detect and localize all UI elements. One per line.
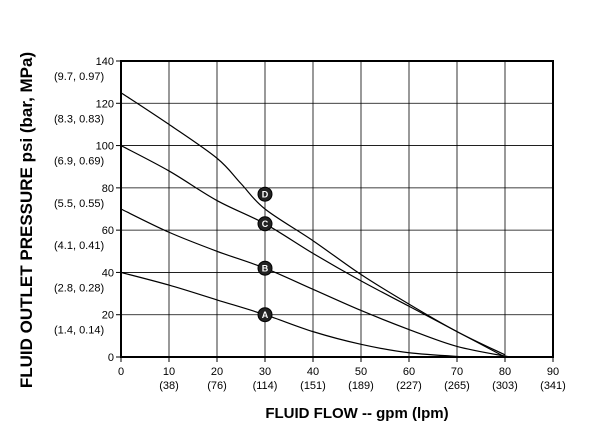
series-marker-label: D	[262, 190, 269, 200]
x-tick-sublabel: (151)	[300, 380, 326, 392]
y-tick-label: 60	[102, 225, 114, 237]
y-tick-sublabel: (5.5, 0.55)	[54, 198, 104, 210]
y-tick-label: 40	[102, 267, 114, 279]
series-marker-label: B	[262, 264, 269, 274]
y-axis-title: FLUID OUTLET PRESSURE psi (bar, MPa)	[17, 52, 36, 388]
x-tick-sublabel: (114)	[253, 380, 278, 392]
x-axis-ticks: 0 10 (38) 20 (76) 30 (114) 40 (151) 50 (189) 60 (227…	[118, 357, 566, 392]
y-tick-label: 100	[96, 141, 114, 153]
y-tick-sublabel: (1.4, 0.14)	[54, 325, 104, 337]
x-tick-label: 80	[499, 366, 511, 378]
y-axis-ticks: 140 (9.7, 0.97) 120 (8.3, 0.83) 100 (6.9, 0.6…	[54, 56, 121, 364]
x-tick-label: 0	[118, 366, 124, 378]
y-tick-sublabel: (9.7, 0.97)	[54, 71, 104, 83]
y-tick-label: 0	[108, 352, 114, 364]
y-tick-sublabel: (6.9, 0.69)	[54, 156, 104, 168]
series-markers: A B C D	[257, 186, 273, 323]
x-tick-sublabel: (189)	[348, 380, 374, 392]
x-tick-label: 20	[211, 366, 223, 378]
x-tick-label: 10	[163, 366, 175, 378]
x-tick-label: 50	[355, 366, 367, 378]
x-tick-sublabel: (76)	[207, 380, 227, 392]
x-tick-label: 30	[259, 366, 271, 378]
y-tick-label: 140	[96, 56, 114, 68]
series-marker-a	[257, 307, 273, 323]
plot-frame	[120, 60, 554, 358]
x-tick-sublabel: (303)	[492, 380, 518, 392]
series-marker-b	[257, 260, 273, 276]
y-tick-label: 20	[102, 310, 114, 322]
x-tick-sublabel: (265)	[444, 380, 470, 392]
series-line-a	[120, 271, 467, 358]
grid	[120, 60, 554, 358]
series-marker-label: C	[262, 219, 269, 229]
series-line-d	[120, 92, 506, 356]
x-tick-label: 90	[547, 366, 559, 378]
x-tick-sublabel: (38)	[159, 380, 179, 392]
y-tick-label: 120	[96, 98, 114, 110]
x-tick-label: 70	[451, 366, 463, 378]
x-tick-sublabel: (227)	[396, 380, 422, 392]
series-marker-c	[257, 216, 273, 232]
x-tick-label: 60	[403, 366, 415, 378]
x-tick-label: 40	[307, 366, 319, 378]
y-tick-sublabel: (8.3, 0.83)	[54, 113, 104, 125]
y-tick-sublabel: (4.1, 0.41)	[54, 240, 104, 252]
y-tick-sublabel: (2.8, 0.28)	[54, 282, 104, 294]
series-line-b	[120, 208, 510, 358]
x-tick-sublabel: (341)	[540, 380, 566, 392]
series-marker-d	[257, 186, 273, 202]
series-marker-label: A	[262, 310, 269, 320]
series-lines	[120, 92, 510, 358]
y-tick-label: 80	[102, 183, 114, 195]
x-axis-title: FLUID FLOW -- gpm (lpm)	[265, 405, 448, 422]
